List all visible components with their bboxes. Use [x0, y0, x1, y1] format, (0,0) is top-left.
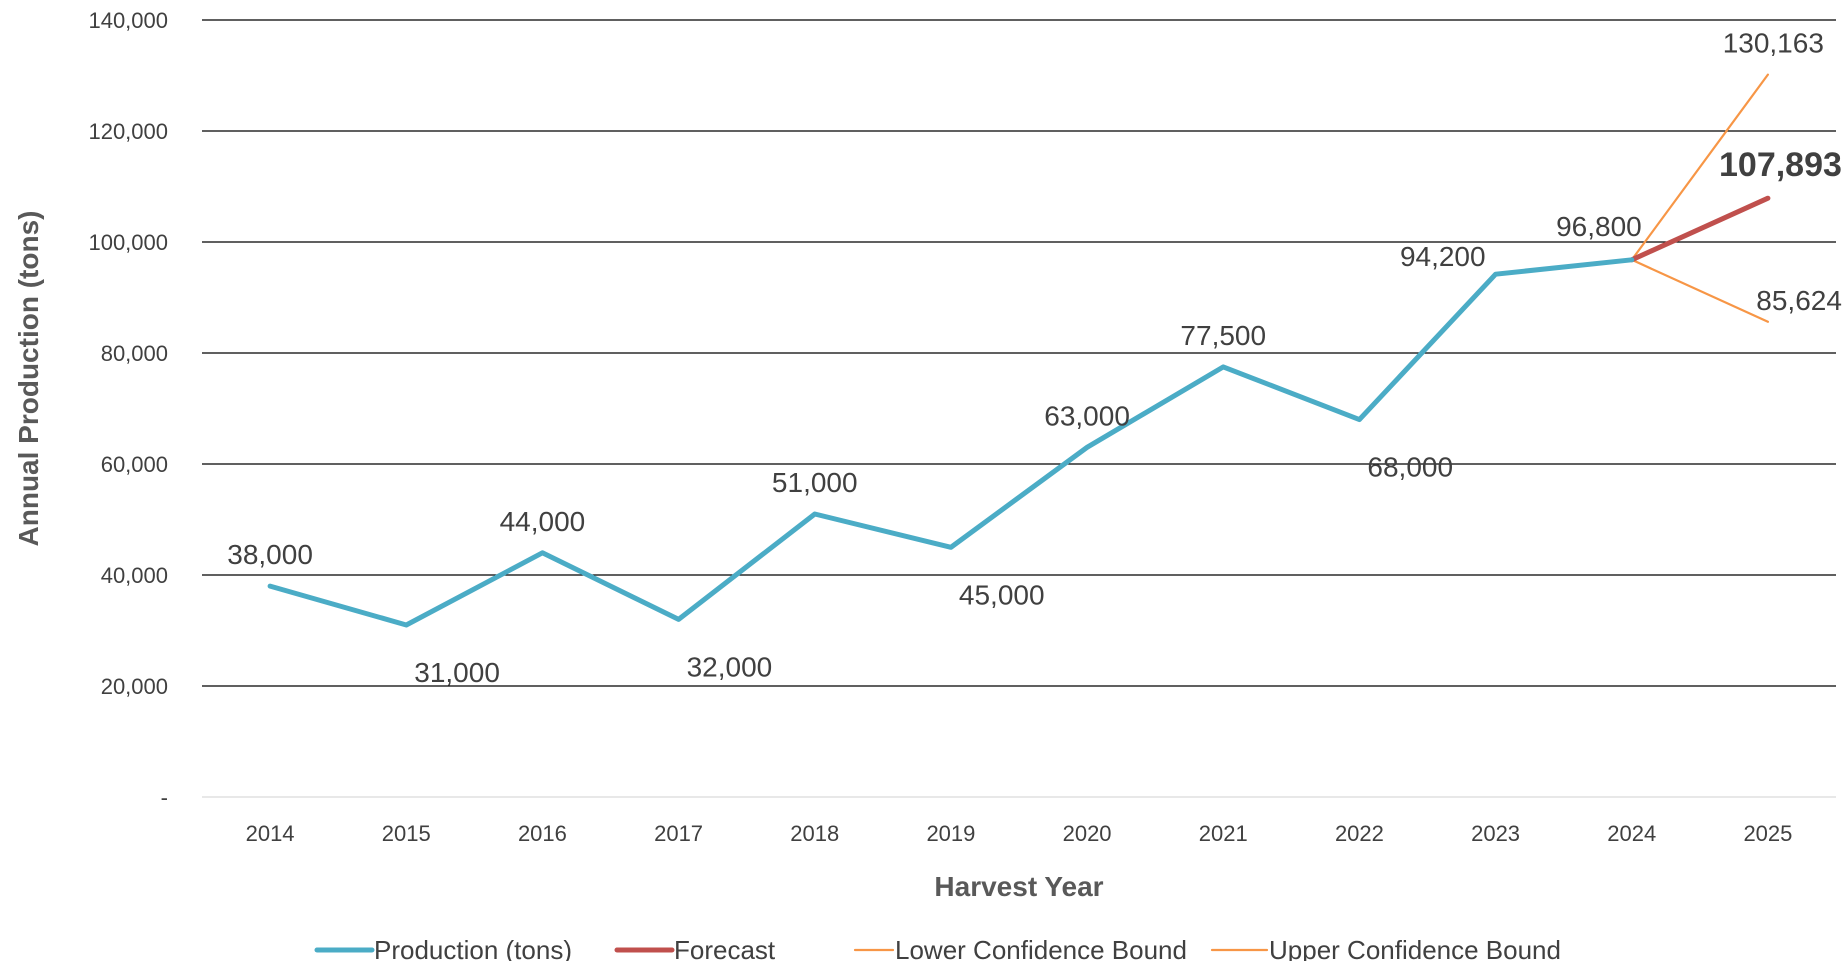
- x-tick-label: 2017: [654, 821, 703, 846]
- y-tick-label: -: [161, 785, 168, 810]
- x-tick-label: 2020: [1063, 821, 1112, 846]
- y-tick-label: 120,000: [88, 119, 168, 144]
- y-tick-label: 60,000: [101, 452, 168, 477]
- x-tick-label: 2025: [1743, 821, 1792, 846]
- lower-bound-data-label: 85,624: [1756, 285, 1842, 316]
- data-label: 51,000: [772, 467, 858, 498]
- data-label: 31,000: [414, 657, 500, 688]
- data-label: 32,000: [687, 651, 773, 682]
- x-axis-ticks: 2014 2015 2016 2017 2018 2019 2020 2021 2022 2023…: [246, 821, 1793, 846]
- data-label: 44,000: [500, 506, 586, 537]
- gridlines: [202, 19, 1836, 798]
- forecast-data-label: 107,893: [1719, 146, 1842, 184]
- series-lines: [267, 73, 1771, 628]
- data-labels: 38,000 31,000 44,000 32,000 51,000 45,000 63,0…: [227, 28, 1842, 688]
- legend-label: Upper Confidence Bound: [1269, 935, 1561, 961]
- x-tick-label: 2024: [1607, 821, 1656, 846]
- x-tick-label: 2021: [1199, 821, 1248, 846]
- legend: Production (tons) Forecast Lower Confidenc…: [314, 935, 1561, 961]
- y-tick-label: 40,000: [101, 563, 168, 588]
- series-line-3: [1630, 73, 1770, 261]
- data-label: 45,000: [959, 579, 1045, 610]
- x-tick-label: 2016: [518, 821, 567, 846]
- series-line-0: [267, 257, 1635, 628]
- y-axis-ticks: - 20,000 40,000 60,000 80,000 100,000 120,000 1…: [88, 8, 168, 810]
- series-line-2: [1630, 258, 1770, 323]
- y-tick-label: 20,000: [101, 674, 168, 699]
- x-tick-label: 2019: [926, 821, 975, 846]
- data-label: 94,200: [1400, 241, 1486, 272]
- legend-label: Forecast: [674, 935, 776, 961]
- x-tick-label: 2015: [382, 821, 431, 846]
- x-axis-title: Harvest Year: [934, 871, 1103, 902]
- legend-label: Production (tons): [374, 935, 572, 961]
- legend-label: Lower Confidence Bound: [895, 935, 1187, 961]
- x-tick-label: 2014: [246, 821, 295, 846]
- y-tick-label: 80,000: [101, 341, 168, 366]
- y-tick-label: 140,000: [88, 8, 168, 33]
- data-label: 63,000: [1044, 400, 1130, 431]
- data-label: 68,000: [1367, 452, 1453, 483]
- x-tick-label: 2023: [1471, 821, 1520, 846]
- data-label: 77,500: [1180, 320, 1266, 351]
- upper-bound-data-label: 130,163: [1723, 28, 1824, 59]
- x-tick-label: 2022: [1335, 821, 1384, 846]
- y-axis-title: Annual Production (tons): [13, 211, 44, 547]
- data-label: 38,000: [227, 539, 313, 570]
- series-line-1: [1629, 195, 1771, 263]
- data-label: 96,800: [1556, 211, 1642, 242]
- x-tick-label: 2018: [790, 821, 839, 846]
- y-tick-label: 100,000: [88, 230, 168, 255]
